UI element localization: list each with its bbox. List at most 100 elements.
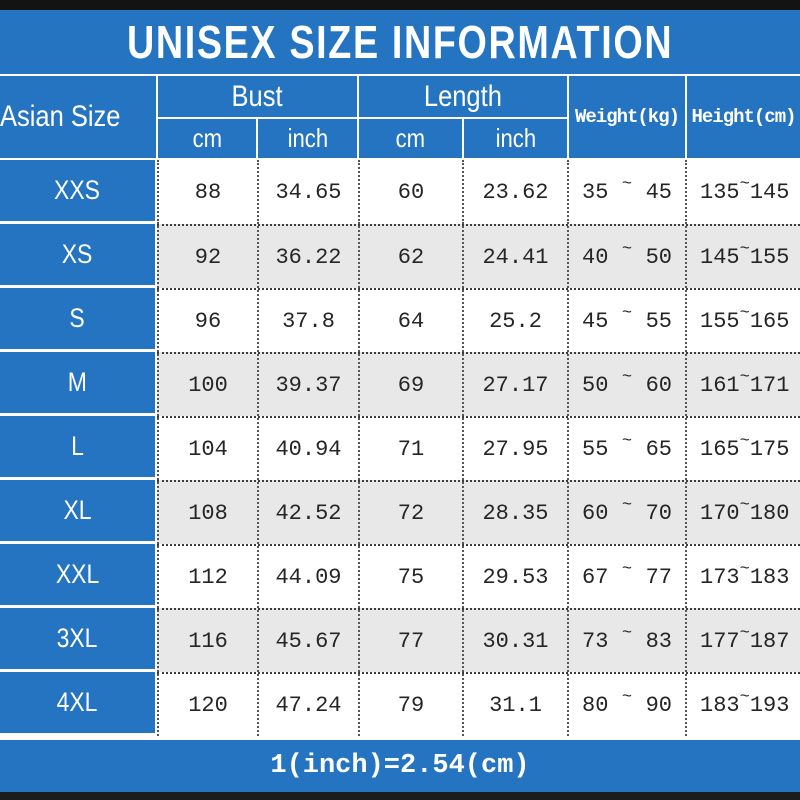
length-inch-cell: 31.1 [462,674,567,736]
height-range-cell: 173 ~183 [685,546,800,608]
tilde-separator: ~ [739,174,750,194]
row-size-label: 4XL [0,672,157,736]
length-inch-cell: 30.31 [462,610,567,672]
length-inch-cell: 24.41 [462,226,567,288]
bust-inch-cell: 42.52 [257,482,358,544]
header-bust-inch: inch [258,119,357,158]
table-row: 4XL 120 47.24 79 31.1 80 ~90 183 ~193 [0,672,800,736]
row-size-label: L [0,416,157,480]
header-length-inch: inch [464,119,567,158]
bust-cm-cell: 120 [157,674,257,736]
header-bust: Bust [158,76,357,117]
tilde-separator: ~ [739,495,750,515]
height-range-cell: 183 ~193 [685,674,800,736]
tilde-separator: ~ [739,239,750,259]
row-size-label: XXL [0,544,157,608]
weight-range-cell: 55 ~65 [567,418,685,480]
bust-cm-cell: 92 [157,226,257,288]
length-cm-cell: 77 [358,610,462,672]
tilde-separator: ~ [621,623,633,643]
chart-title: UNISEX SIZE INFORMATION [126,16,674,68]
length-inch-cell: 23.62 [462,160,567,224]
height-range-cell: 135 ~145 [685,160,800,224]
header-length-cm: cm [359,119,462,158]
height-range-cell: 177 ~187 [685,610,800,672]
bust-inch-cell: 36.22 [257,226,358,288]
length-cm-cell: 71 [358,418,462,480]
table-row: XXS 88 34.65 60 23.62 35 ~45 135 ~145 [0,160,800,224]
length-cm-cell: 79 [358,674,462,736]
tilde-separator: ~ [621,431,633,451]
bust-inch-cell: 39.37 [257,354,358,416]
tilde-separator: ~ [739,303,750,323]
tilde-separator: ~ [621,559,633,579]
top-border-bar [0,0,800,10]
table-row: L 104 40.94 71 27.95 55 ~65 165 ~175 [0,416,800,480]
table-row: 3XL 116 45.67 77 30.31 73 ~83 177 ~187 [0,608,800,672]
row-size-label: 3XL [0,608,157,672]
length-inch-cell: 28.35 [462,482,567,544]
tilde-separator: ~ [621,495,633,515]
row-size-label: XL [0,480,157,544]
weight-range-cell: 45 ~55 [567,290,685,352]
footer-band: 1(inch)=2.54(cm) [0,740,800,792]
tilde-separator: ~ [621,687,633,707]
conversion-note: 1(inch)=2.54(cm) [270,751,530,781]
length-cm-cell: 69 [358,354,462,416]
tilde-separator: ~ [621,303,633,323]
length-cm-cell: 62 [358,226,462,288]
bust-cm-cell: 116 [157,610,257,672]
tilde-separator: ~ [739,687,750,707]
tilde-separator: ~ [621,174,633,194]
bust-cm-cell: 96 [157,290,257,352]
footer-gap [0,736,800,740]
weight-range-cell: 35 ~45 [567,160,685,224]
header-weight: Weight(kg) [569,76,685,158]
bust-cm-cell: 104 [157,418,257,480]
bust-inch-cell: 34.65 [257,160,358,224]
tilde-separator: ~ [739,559,750,579]
height-range-cell: 155 ~165 [685,290,800,352]
bust-inch-cell: 37.8 [257,290,358,352]
height-range-cell: 145 ~155 [685,226,800,288]
bust-inch-cell: 47.24 [257,674,358,736]
tilde-separator: ~ [739,431,750,451]
row-size-label: XXS [0,160,157,224]
table-row: XL 108 42.52 72 28.35 60 ~70 170 ~180 [0,480,800,544]
height-range-cell: 170 ~180 [685,482,800,544]
height-range-cell: 161 ~171 [685,354,800,416]
bust-cm-cell: 108 [157,482,257,544]
weight-range-cell: 73 ~83 [567,610,685,672]
length-cm-cell: 64 [358,290,462,352]
row-size-label: XS [0,224,157,288]
table-row: XXL 112 44.09 75 29.53 67 ~77 173 ~183 [0,544,800,608]
table-row: M 100 39.37 69 27.17 50 ~60 161 ~171 [0,352,800,416]
header-asian-size: Asian Size [0,76,156,158]
bust-inch-cell: 44.09 [257,546,358,608]
bust-inch-cell: 45.67 [257,610,358,672]
table-body: XXS 88 34.65 60 23.62 35 ~45 135 ~145 XS 9… [0,160,800,736]
tilde-separator: ~ [739,623,750,643]
length-cm-cell: 72 [358,482,462,544]
weight-range-cell: 67 ~77 [567,546,685,608]
length-inch-cell: 29.53 [462,546,567,608]
header-bust-cm: cm [158,119,256,158]
header-height: Height(cm) [687,76,800,158]
header-length: Length [359,76,567,117]
bottom-border-bar [0,792,800,800]
tilde-separator: ~ [621,239,633,259]
tilde-separator: ~ [621,367,633,387]
bust-cm-cell: 88 [157,160,257,224]
bust-cm-cell: 112 [157,546,257,608]
table-row: XS 92 36.22 62 24.41 40 ~50 145 ~155 [0,224,800,288]
height-range-cell: 165 ~175 [685,418,800,480]
length-cm-cell: 75 [358,546,462,608]
tilde-separator: ~ [739,367,750,387]
length-inch-cell: 27.95 [462,418,567,480]
row-size-label: S [0,288,157,352]
row-size-label: M [0,352,157,416]
title-band: UNISEX SIZE INFORMATION [0,10,800,76]
weight-range-cell: 80 ~90 [567,674,685,736]
weight-range-cell: 40 ~50 [567,226,685,288]
